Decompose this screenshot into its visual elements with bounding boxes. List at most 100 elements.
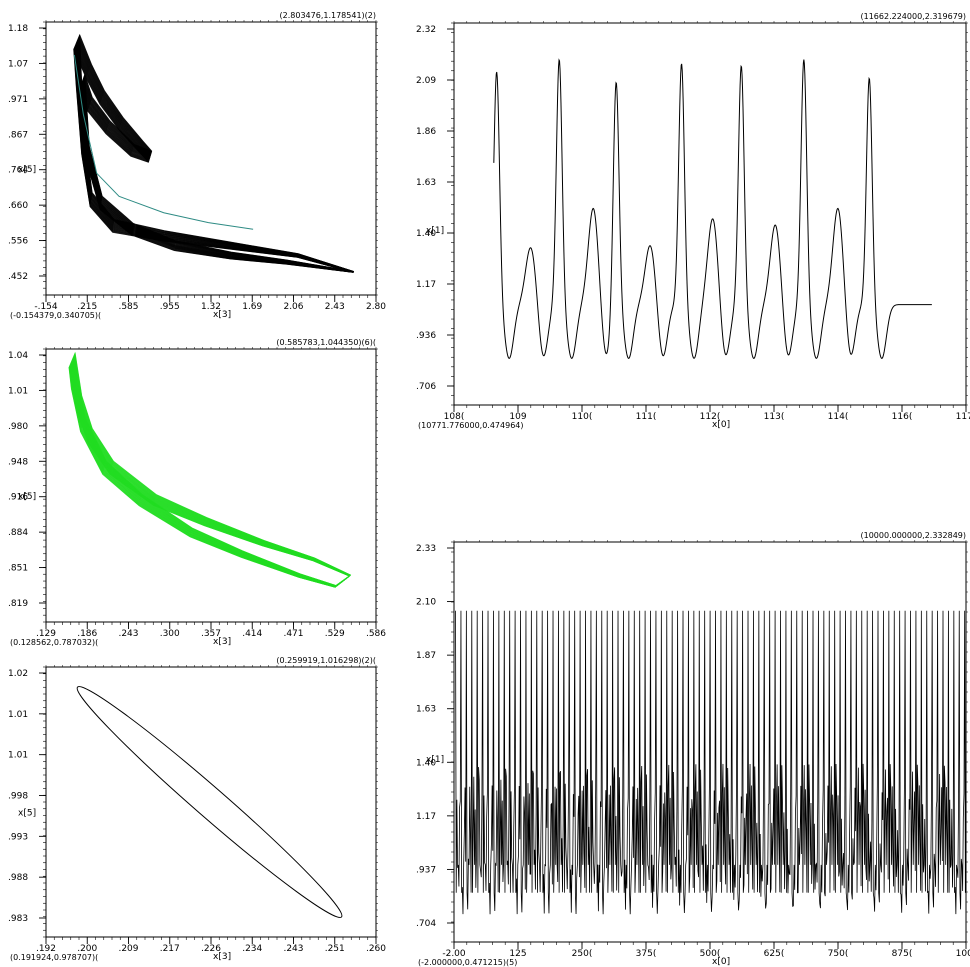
attractor-trajectory [77, 38, 354, 273]
y-tick-label: .936 [416, 331, 436, 341]
top-right-coordinate-label: (0.259919,1.016298)(2)( [276, 656, 376, 665]
x-tick-label: 110( [572, 412, 593, 422]
x-tick-label: .243 [283, 944, 303, 954]
y-tick-label: 1.04 [8, 351, 28, 361]
attractor-trajectory [76, 41, 354, 273]
x-tick-label: .357 [201, 629, 221, 639]
x-tick-label: 625( [764, 949, 785, 959]
attractor-trajectory [79, 34, 355, 272]
attractor-trajectory [76, 40, 354, 273]
attractor-trajectory [78, 36, 354, 272]
x-tick-label: 875( [892, 949, 913, 959]
y-tick-label: .998 [8, 792, 28, 802]
y-tick-label: .983 [8, 914, 28, 924]
x-tick-label: .471 [283, 629, 303, 639]
x-tick-label: 100( [956, 949, 970, 959]
x-tick-label: .414 [242, 629, 262, 639]
attractor-trajectory [77, 37, 354, 272]
y-tick-label: 2.09 [416, 76, 436, 86]
chart-p1: 1.18 1.07 .971 .867 .764 .660 .556 .452 -.154 .21… [8, 11, 386, 320]
origin-coordinate-label: (0.191924,0.978707)( [10, 953, 98, 962]
attractor-trajectory [77, 39, 354, 273]
y-axis-label: x[1] [426, 755, 444, 765]
chart-p4: 2.32 2.09 1.86 1.63 1.40 1.17 .936 .706 108(109 1… [416, 12, 970, 430]
y-tick-label: .916 [8, 493, 28, 503]
top-right-coordinate-label: (11662.224000,2.319679) [861, 12, 967, 21]
x-tick-label: 2.80 [366, 302, 386, 312]
x-axis-label: x[3] [213, 310, 231, 320]
chart-p5: 2.33 2.10 1.87 1.63 1.40 1.17 .937 .704 -2.00 125… [416, 531, 970, 967]
x-tick-label: .186 [77, 629, 97, 639]
y-tick-label: 1.40 [416, 229, 436, 239]
x-tick-label: .226 [201, 944, 221, 954]
chart-p2: 1.04 1.01 .980 .948 .916 .884 .851 .819 .129 .186… [8, 338, 386, 647]
transient-trajectory [73, 54, 254, 230]
attractor-trajectory [79, 34, 354, 272]
x-tick-label: .215 [77, 302, 97, 312]
attractor-trajectory [73, 47, 354, 273]
x-tick-label: .955 [160, 302, 180, 312]
attractor-trajectory [75, 42, 354, 273]
x-tick-label: .217 [160, 944, 180, 954]
y-tick-label: 2.10 [416, 598, 436, 608]
attractor-trajectory [74, 47, 354, 273]
attractor-trajectory [74, 46, 354, 273]
attractor-trajectory [74, 352, 352, 586]
attractor-trajectory [74, 45, 354, 273]
y-tick-label: 1.87 [416, 651, 436, 661]
y-tick-label: .704 [416, 919, 436, 929]
y-tick-label: 1.02 [8, 669, 28, 679]
y-tick-label: 1.01 [8, 710, 28, 720]
x-axis-label: x[3] [213, 952, 231, 962]
attractor-trajectory [77, 38, 354, 273]
y-axis-label: x[5] [18, 492, 36, 502]
x1-long-time-series [455, 610, 966, 915]
attractor-trajectory [76, 40, 354, 273]
y-tick-label: .980 [8, 422, 28, 432]
y-tick-label: .452 [8, 272, 28, 282]
x-tick-label: .300 [160, 629, 180, 639]
plot-frame [45, 666, 377, 938]
y-tick-label: .971 [8, 95, 28, 105]
attractor-trajectory [78, 35, 354, 272]
x-tick-label: -2.00 [442, 949, 466, 959]
y-tick-label: 1.01 [8, 386, 28, 396]
x-tick-label: 750( [828, 949, 849, 959]
x-tick-label: .234 [242, 944, 262, 954]
x-axis-label: x[0] [712, 957, 730, 967]
x-tick-label: 125 [509, 949, 526, 959]
y-tick-label: 1.18 [8, 24, 28, 34]
attractor-trajectory [76, 42, 354, 273]
y-tick-label: 2.33 [416, 544, 436, 554]
y-tick-label: 1.86 [416, 127, 436, 137]
attractor-trajectory [78, 36, 354, 272]
x-tick-label: .529 [325, 629, 345, 639]
y-axis-label: x[5] [18, 165, 36, 175]
x-tick-label: 1.69 [242, 302, 262, 312]
attractor-trajectory [78, 37, 354, 272]
attractor-trajectory [76, 41, 354, 273]
x-tick-label: 250( [572, 949, 593, 959]
y-tick-label: .851 [8, 564, 28, 574]
attractor-trajectory [78, 36, 354, 272]
x-tick-label: 109 [509, 412, 526, 422]
y-tick-label: 2.32 [416, 25, 436, 35]
attractor-trajectory [77, 38, 354, 273]
attractor-trajectory [75, 43, 354, 273]
origin-coordinate-label: (0.128562,0.787032)( [10, 638, 98, 647]
attractor-trajectory [75, 43, 354, 273]
x-axis-label: x[0] [712, 420, 730, 430]
plot-frame [453, 22, 967, 406]
origin-coordinate-label: (-2.000000,0.471215)(5) [418, 958, 517, 967]
attractor-trajectory [76, 41, 354, 273]
plot-frame [45, 348, 377, 623]
x-tick-label: 113( [764, 412, 785, 422]
x-tick-label: 114( [828, 412, 849, 422]
x-tick-label: 117( [956, 412, 970, 422]
y-tick-label: .819 [8, 599, 28, 609]
attractor-trajectory [75, 44, 354, 273]
attractor-trajectory [77, 39, 354, 273]
x-tick-label: .129 [36, 629, 56, 639]
y-tick-label: .993 [8, 832, 28, 842]
